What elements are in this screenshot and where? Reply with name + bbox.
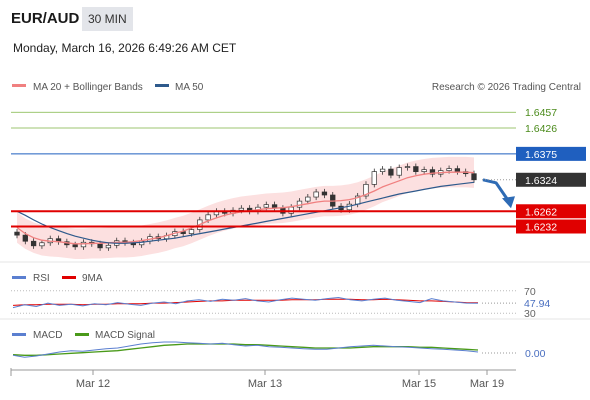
candle (404, 163, 411, 171)
candle (429, 166, 436, 178)
macd-line (12, 341, 479, 358)
candle-body (421, 169, 427, 173)
candle-body (80, 241, 87, 248)
macd-signal-legend-swatch (75, 333, 89, 336)
candle-body (446, 168, 452, 171)
currency-pair-title: EUR/AUD (11, 10, 80, 27)
price-levels: 1.6457 1.6426 1.6375 1.6324 1.6262 1.6232 (11, 107, 586, 234)
rsi-ma-line (12, 298, 479, 306)
support-1-label: 1.6262 (525, 206, 557, 218)
candle-body (388, 168, 394, 176)
candle-body (429, 169, 436, 175)
main-legend: MA 20 + Bollinger Bands MA 50 Research ©… (12, 82, 581, 93)
timeframe-badge[interactable]: 30 MIN (82, 7, 133, 31)
price-plot (14, 156, 515, 259)
current-price-tag (516, 172, 586, 187)
candle-body (371, 171, 377, 185)
candle (413, 163, 419, 175)
support-2-tag (516, 219, 586, 234)
rsi-line (12, 296, 479, 309)
research-credit: Research © 2026 Trading Central (432, 82, 581, 93)
rsi-legend-label: RSI (33, 273, 50, 284)
candle-body (363, 183, 369, 197)
candle-body (14, 231, 20, 236)
candle-body (321, 191, 328, 196)
candle (363, 181, 369, 200)
rsi-current-label: 47.94 (524, 298, 550, 310)
candle (313, 188, 319, 201)
candle-body (39, 242, 45, 247)
chart-header: EUR/AUD 30 MIN Monday, March 16, 2026 6:… (0, 0, 590, 62)
x-axis: Mar 12 Mar 13 Mar 15 Mar 19 (10, 368, 504, 390)
candle (80, 239, 87, 250)
ma20-legend-swatch (12, 84, 26, 87)
macd-legend: MACD MACD Signal (12, 330, 155, 341)
rsi-legend-swatch (12, 276, 26, 279)
candle (421, 166, 427, 175)
candle-body (205, 214, 211, 221)
candle (39, 239, 45, 249)
pivot-label: 1.6375 (525, 149, 557, 161)
macd-current-label: 0.00 (525, 348, 546, 360)
candle-body (188, 229, 195, 234)
rsi-ma-legend-swatch (62, 276, 76, 279)
candle-body (288, 206, 294, 214)
resistance-1-label: 1.6426 (525, 123, 557, 135)
pivot-tag (516, 146, 586, 161)
candle (388, 166, 394, 179)
candle (321, 188, 328, 199)
x-tick-label: Mar 12 (76, 378, 110, 390)
rsi-level-label: 70 (524, 286, 536, 298)
forecast-arrow-head (502, 196, 515, 209)
candle-body (296, 200, 303, 208)
current-price-label: 1.6324 (525, 175, 557, 187)
ma50-legend-label: MA 50 (175, 82, 204, 93)
candle-body (305, 196, 311, 202)
candle-body (238, 207, 244, 211)
candle-body (105, 244, 112, 249)
candle (14, 229, 20, 239)
candle-body (30, 240, 37, 247)
candle-body (97, 243, 103, 249)
candle (396, 164, 402, 179)
x-tick-label: Mar 19 (470, 378, 504, 390)
candle (305, 194, 311, 205)
bollinger-band (17, 156, 474, 259)
support-2-label: 1.6232 (525, 222, 557, 234)
ma50-legend-swatch (155, 84, 169, 87)
macd-signal-legend-label: MACD Signal (95, 330, 155, 341)
candle-body (471, 173, 477, 181)
candle-body (72, 244, 78, 248)
timestamp-label: Monday, March 16, 2026 6:49:26 AM CET (13, 41, 237, 55)
ma20-legend-label: MA 20 + Bollinger Bands (33, 82, 143, 93)
candle-body (413, 166, 419, 173)
candle (379, 166, 386, 175)
candle (72, 241, 78, 250)
candle-body (313, 191, 319, 198)
candle (105, 242, 112, 251)
resistance-2-label: 1.6457 (525, 107, 557, 119)
candle-body (22, 234, 28, 242)
support-1-tag (516, 204, 586, 219)
candle (371, 168, 377, 188)
rsi-legend: RSI 9MA (12, 273, 103, 284)
candle-body (379, 168, 386, 173)
macd-legend-swatch (12, 333, 26, 336)
candle (30, 238, 37, 249)
ma50-line (16, 181, 475, 244)
candle-body (404, 166, 411, 168)
macd-legend-label: MACD (33, 330, 62, 341)
x-tick-label: Mar 13 (248, 378, 282, 390)
x-tick-label: Mar 15 (402, 378, 436, 390)
rsi-ma-legend-label: 9MA (82, 273, 103, 284)
forecast-arrow-line (482, 178, 510, 202)
macd-plot: 0.00 (12, 341, 546, 360)
candle-body (396, 167, 402, 176)
rsi-level-label: 30 (524, 308, 536, 320)
candle-body (454, 168, 461, 173)
candle-body (263, 204, 269, 208)
